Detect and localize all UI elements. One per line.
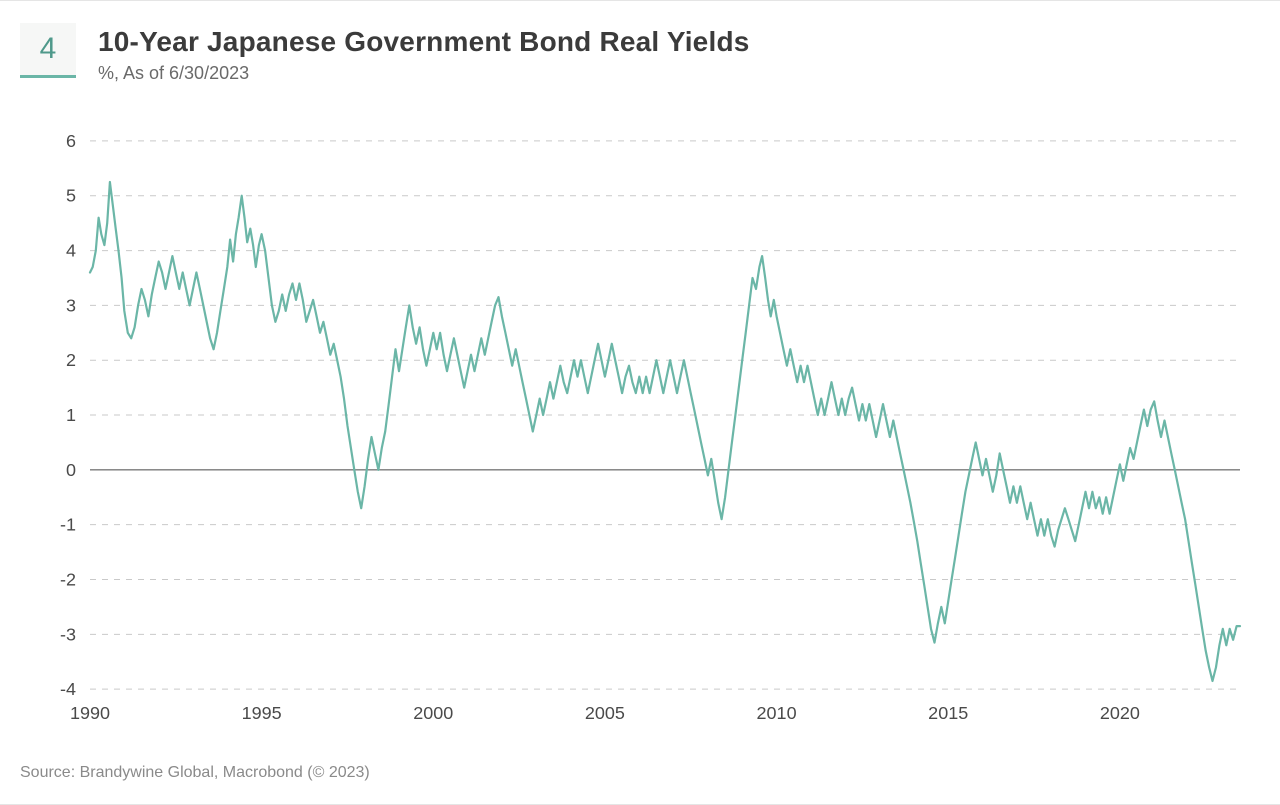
svg-text:1: 1 (66, 405, 76, 425)
svg-text:5: 5 (66, 186, 76, 206)
svg-text:-1: -1 (60, 515, 76, 535)
chart-title: 10-Year Japanese Government Bond Real Yi… (98, 25, 750, 59)
svg-text:2005: 2005 (585, 703, 625, 723)
svg-text:2010: 2010 (757, 703, 797, 723)
chart-number-badge: 4 (20, 23, 76, 78)
svg-text:-4: -4 (60, 679, 76, 699)
svg-text:1995: 1995 (242, 703, 282, 723)
source-attribution: Source: Brandywine Global, Macrobond (© … (20, 764, 370, 782)
svg-text:-2: -2 (60, 570, 76, 590)
card-header: 4 10-Year Japanese Government Bond Real … (0, 1, 1280, 102)
svg-text:4: 4 (66, 241, 76, 261)
chart-card: 4 10-Year Japanese Government Bond Real … (0, 0, 1280, 805)
svg-text:0: 0 (66, 460, 76, 480)
svg-text:3: 3 (66, 295, 76, 315)
chart-subtitle: %, As of 6/30/2023 (98, 63, 750, 84)
svg-text:1990: 1990 (70, 703, 110, 723)
svg-text:6: 6 (66, 131, 76, 151)
title-block: 10-Year Japanese Government Bond Real Yi… (98, 23, 750, 84)
svg-text:2020: 2020 (1100, 703, 1140, 723)
svg-text:2015: 2015 (928, 703, 968, 723)
line-chart: -4 -3 -2 -1 0 1 2 3 4 5 6 1990 1995 2000 2005 2010 2015 2… (20, 121, 1260, 734)
chart-area: -4 -3 -2 -1 0 1 2 3 4 5 6 1990 1995 2000 2005 2010 2015 2… (20, 121, 1260, 734)
svg-text:-3: -3 (60, 624, 76, 644)
svg-text:2: 2 (66, 350, 76, 370)
svg-text:2000: 2000 (413, 703, 453, 723)
